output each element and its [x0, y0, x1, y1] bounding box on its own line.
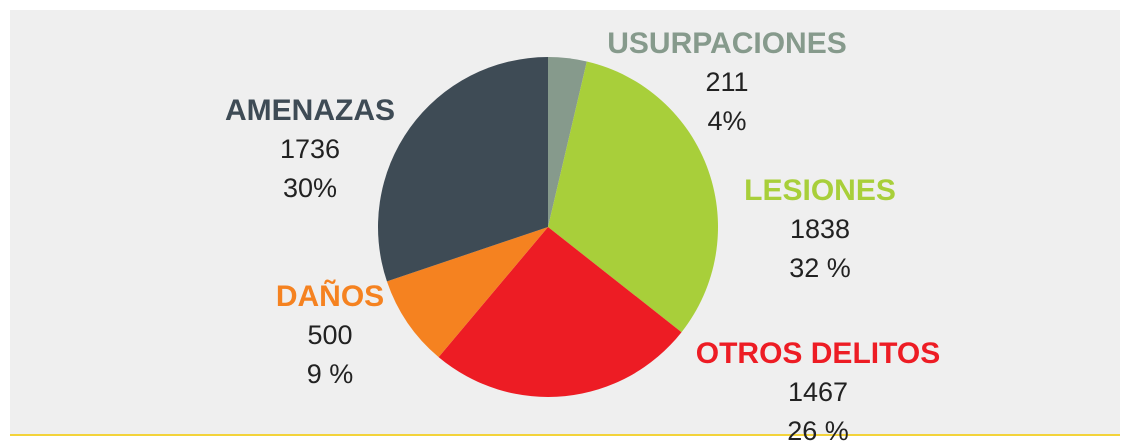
- pie-slice: [548, 57, 587, 227]
- slice-count: 1736: [280, 134, 340, 164]
- pie-slice: [438, 227, 682, 398]
- slice-name: DAÑOS: [276, 279, 384, 313]
- slice-name: USURPACIONES: [607, 27, 846, 60]
- slice-percent: 26 %: [787, 416, 849, 446]
- slice-name: OTROS DELITOS: [696, 337, 940, 370]
- slice-name: LESIONES: [744, 174, 896, 207]
- slice-percent: 32 %: [789, 253, 851, 283]
- pie-slice: [378, 57, 548, 282]
- slice-name: AMENAZAS: [225, 94, 395, 127]
- slice-percent: 9 %: [307, 359, 354, 389]
- slice-count: 1467: [788, 377, 848, 407]
- slice-percent: 30%: [283, 173, 337, 203]
- slice-count: 1838: [790, 214, 850, 244]
- slice-count: 211: [705, 67, 748, 97]
- slice-percent: 4%: [707, 106, 746, 136]
- pie-slice: [548, 61, 719, 333]
- slice-count: 500: [307, 320, 352, 350]
- pie-slice: [386, 227, 548, 358]
- bottom-rule: [10, 434, 1120, 436]
